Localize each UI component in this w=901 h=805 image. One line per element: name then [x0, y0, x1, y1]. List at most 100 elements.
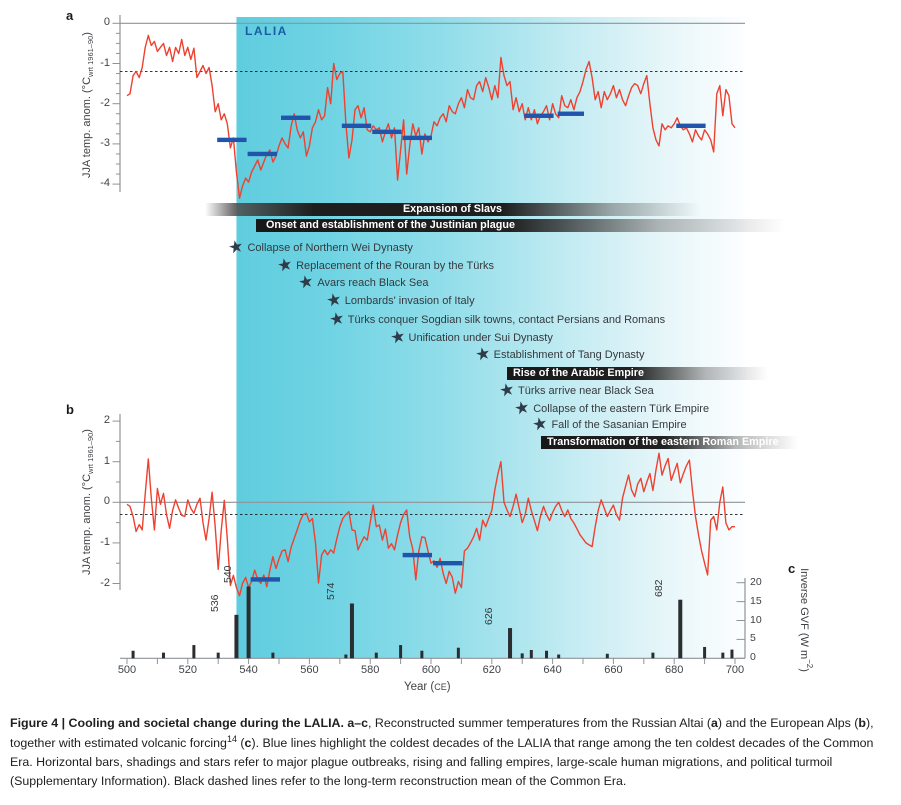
- panel-c-y-axis-label-main: Inverse GVF (W m: [798, 568, 811, 660]
- event-label: Collapse of the eastern Türk Empire: [533, 403, 710, 415]
- panel-b-y-tick-label: 0: [103, 495, 110, 508]
- panel-a-cold-decade-bar: [372, 129, 402, 135]
- caption-bold-segment: a: [710, 716, 718, 730]
- eruption-bar: [529, 649, 533, 659]
- panel-a-y-axis-label-end: ): [80, 32, 93, 36]
- x-axis-tick-label: 640: [543, 664, 562, 676]
- eruption-bar: [420, 650, 424, 659]
- panel-a-cold-decade-bar: [524, 113, 554, 118]
- eruption-bar: [721, 652, 725, 659]
- panel-a-cold-decade-bar: [217, 137, 247, 143]
- event-label: Collapse of Northern Wei Dynasty: [247, 242, 413, 254]
- event-label: Avars reach Black Sea: [317, 277, 429, 289]
- eruption-bar: [234, 614, 239, 659]
- panel-b-letter: b: [66, 402, 74, 417]
- caption-text-segment: ). Blue lines highlight the coldest deca…: [10, 736, 874, 789]
- figure-plot-canvas: [112, 15, 746, 664]
- eruption-bar: [520, 653, 524, 659]
- event-label: Replacement of the Rouran by the Türks: [296, 260, 494, 272]
- panel-b-cold-decade-bar: [250, 577, 280, 582]
- event-star-icon: ★: [473, 343, 493, 365]
- eruption-bar: [703, 646, 707, 659]
- panel-b-cold-decade-bar: [433, 561, 463, 566]
- panel-a-y-tick-label: -4: [100, 177, 110, 190]
- x-axis-title: Year (CE): [404, 681, 451, 693]
- eruption-bar: [508, 628, 513, 659]
- x-axis-tick-label: 680: [665, 664, 684, 676]
- event-band: Expansion of Slavs: [205, 203, 700, 216]
- panel-b-y-tick-label: 2: [103, 414, 110, 427]
- eruption-bar: [271, 652, 275, 659]
- event-star-icon: ★: [327, 308, 347, 330]
- eruption-bar: [192, 645, 196, 659]
- x-axis-title-post: ): [446, 681, 451, 693]
- caption-bold-segment: b: [858, 716, 866, 730]
- event-label: Türks arrive near Black Sea: [518, 385, 654, 397]
- eruption-year-label: 540: [221, 565, 234, 584]
- event-label: Fall of the Sasanian Empire: [551, 419, 687, 431]
- panel-a-cold-decade-bar: [247, 151, 277, 157]
- panel-b-y-tick-label: -1: [100, 535, 110, 548]
- eruption-bar: [349, 603, 354, 659]
- eruption-bar: [216, 652, 220, 659]
- event-star-icon: ★: [497, 379, 517, 401]
- caption-text-segment: , Reconstructed summer temperatures from…: [368, 716, 711, 730]
- panel-c-y-tick-label: 0: [750, 651, 756, 664]
- event-label: Türks conquer Sogdian silk towns, contac…: [347, 314, 666, 326]
- panel-b-cold-decade-bar: [402, 552, 432, 558]
- eruption-bar: [557, 654, 561, 659]
- lalia-shading-band: [236, 17, 745, 658]
- event-label: Lombards' invasion of Italy: [344, 295, 475, 307]
- figure-caption: Figure 4 | Cooling and societal change d…: [10, 714, 890, 791]
- eruption-bar: [730, 649, 734, 659]
- x-axis-tick-label: 700: [725, 664, 745, 676]
- x-axis-tick-label: 500: [117, 664, 137, 676]
- event-star-icon: ★: [275, 254, 295, 276]
- panel-a-cold-decade-bar: [341, 123, 372, 129]
- eruption-year-label: 536: [209, 594, 222, 612]
- panel-b-y-axis-label-end: ): [80, 429, 93, 433]
- eruption-bar: [456, 647, 460, 659]
- panel-b-y-axis-label-main: JJA temp. anom. (°C: [80, 473, 93, 575]
- event-star-icon: ★: [388, 326, 407, 348]
- lalia-label: LALIA: [245, 24, 288, 38]
- eruption-bar: [131, 650, 135, 659]
- x-axis-tick-label: 540: [239, 664, 258, 676]
- panel-c-y-axis-label-sup: −2: [804, 659, 814, 669]
- eruption-bar: [344, 654, 348, 659]
- event-band: Rise of the Arabic Empire: [507, 367, 768, 380]
- eruption-year-label: 574: [324, 582, 337, 601]
- panel-a-y-tick-label: -1: [100, 56, 110, 69]
- panel-c-letter: c: [788, 561, 796, 576]
- eruption-bar: [545, 650, 549, 659]
- panel-b-y-tick-label: -2: [100, 576, 110, 589]
- eruption-bar: [246, 586, 251, 659]
- panel-c-y-tick-label: 10: [750, 613, 762, 626]
- event-band: Transformation of the eastern Roman Empi…: [541, 436, 798, 449]
- x-axis-tick-label: 600: [421, 664, 441, 676]
- panel-a-cold-decade-bar: [676, 123, 706, 129]
- eruption-bar: [651, 652, 655, 659]
- panel-a-cold-decade-bar: [402, 135, 432, 141]
- panel-c-y-axis-label: Inverse GVF (W m−2): [798, 568, 814, 672]
- panel-a-y-tick-label: -2: [100, 96, 110, 109]
- panel-c-y-tick-label: 20: [750, 575, 762, 588]
- panel-c-y-axis-label-end: ): [798, 668, 811, 672]
- eruption-bar: [161, 652, 165, 659]
- panel-a-y-tick-label: -3: [100, 136, 110, 149]
- eruption-bar: [374, 652, 378, 659]
- panel-b-y-tick-label: 1: [103, 454, 110, 467]
- caption-bold-segment: c: [244, 736, 252, 751]
- panel-c-y-tick-label: 15: [750, 594, 762, 607]
- eruption-bar: [399, 645, 403, 659]
- eruption-bar: [678, 599, 683, 659]
- eruption-bar: [605, 653, 609, 659]
- panel-b-temperature-curve: [126, 452, 735, 597]
- x-axis-title-pre: Year (: [404, 681, 435, 693]
- x-axis-tick-label: 560: [300, 664, 319, 676]
- caption-reference-superscript: 14: [226, 733, 237, 744]
- x-axis-tick-label: 620: [482, 664, 501, 676]
- x-axis-title-unit: CE: [434, 682, 447, 692]
- panel-b-y-axis-label-sub: wrt 1961–90: [86, 432, 96, 474]
